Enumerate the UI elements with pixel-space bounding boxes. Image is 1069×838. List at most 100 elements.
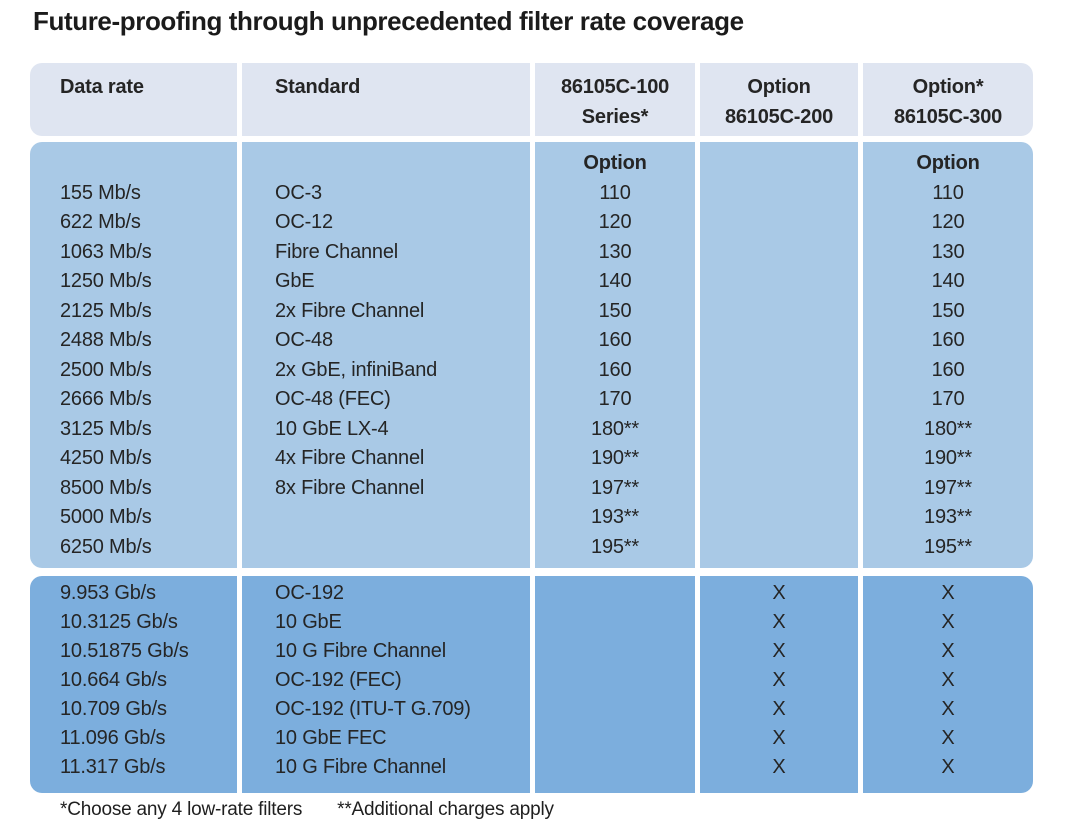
option-200-cell — [700, 326, 858, 356]
header-line: 86105C-100 — [560, 76, 670, 98]
data-rate-cell: 10.3125 Gb/s — [60, 611, 178, 633]
option-100-cell — [535, 753, 695, 782]
high-rate-col-option-100 — [535, 576, 695, 793]
standard-cell — [275, 149, 530, 179]
option-300-cell: 140 — [931, 270, 965, 292]
option-300-cell: X — [941, 698, 955, 720]
low-rate-col-standard: OC-3 OC-12 Fibre Channel GbE 2x Fibre Channe… — [242, 142, 530, 568]
option-200-cell — [700, 179, 858, 209]
low-rate-col-data-rate: 155 Mb/s 622 Mb/s 1063 Mb/s 1250 Mb/s 2125 M… — [30, 142, 237, 568]
standard-cell: 2x GbE, infiniBand — [275, 358, 438, 381]
header-data-rate: Data rate — [30, 63, 237, 136]
option-100-cell: 130 — [598, 240, 632, 263]
option-200-cell: X — [772, 669, 786, 691]
footnotes: *Choose any 4 low-rate filters **Addition… — [60, 799, 554, 821]
option-300-cell: 150 — [931, 299, 965, 322]
header-line: 86105C-200 — [724, 106, 834, 128]
option-300-cell: 197** — [924, 476, 972, 499]
option-200-cell — [700, 474, 858, 504]
option-200-cell — [700, 444, 858, 474]
standard-cell: GbE — [275, 270, 315, 292]
option-100-cell: 110 — [599, 181, 631, 204]
header-86105c-200: Option 86105C-200 — [700, 63, 858, 136]
option-300-cell: X — [941, 582, 955, 604]
data-rate-cell: 9.953 Gb/s — [60, 582, 156, 604]
filter-rate-table: Data rate Standard 86105C-100 Series* Op… — [30, 63, 1033, 793]
data-rate-cell: 1250 Mb/s — [60, 270, 152, 292]
standard-cell: 10 GbE — [275, 611, 342, 633]
option-200-cell — [700, 238, 858, 268]
footnote-choose-filters: *Choose any 4 low-rate filters — [60, 799, 303, 820]
option-200-cell — [700, 385, 858, 415]
low-rate-section: 155 Mb/s 622 Mb/s 1063 Mb/s 1250 Mb/s 2125 M… — [30, 142, 1033, 568]
option-300-cell: 160 — [931, 329, 965, 351]
low-rate-col-option-300: Option 110 120 130 140 150 160 160 170 180** 190**… — [863, 142, 1033, 568]
data-rate-cell: 2488 Mb/s — [60, 329, 152, 351]
option-200-cell — [700, 356, 858, 386]
header-line: Data rate — [60, 76, 144, 98]
page-title: Future-proofing through unprecedented fi… — [33, 6, 744, 36]
standard-cell: 8x Fibre Channel — [275, 476, 425, 499]
standard-cell: OC-192 (FEC) — [275, 669, 402, 691]
data-rate-cell: 11.096 Gb/s — [60, 727, 166, 749]
option-100-cell: 193** — [591, 506, 639, 528]
option-100-cell — [535, 695, 695, 724]
data-rate-cell: 11.317 Gb/s — [60, 756, 166, 778]
data-rate-cell: 4250 Mb/s — [60, 447, 152, 469]
data-rate-cell — [60, 149, 237, 179]
data-rate-cell: 1063 Mb/s — [60, 240, 152, 263]
option-100-cell — [535, 666, 695, 695]
data-rate-cell: 155 Mb/s — [60, 181, 141, 204]
standard-cell — [275, 503, 530, 533]
option-300-cell: 195** — [924, 535, 972, 558]
standard-cell: Fibre Channel — [275, 240, 399, 263]
standard-cell: OC-12 — [275, 211, 333, 233]
standard-cell: 10 G Fibre Channel — [275, 640, 446, 662]
data-rate-cell: 2500 Mb/s — [60, 358, 152, 381]
standard-cell: OC-192 (ITU-T G.709) — [275, 698, 471, 720]
option-200-cell — [700, 208, 858, 238]
option-200-cell — [700, 533, 858, 563]
option-300-cell: 160 — [931, 358, 965, 381]
option-300-cell: X — [941, 727, 955, 749]
option-300-cell: 120 — [931, 211, 965, 233]
option-100-cell: 180** — [591, 417, 639, 440]
high-rate-section: 9.953 Gb/s 10.3125 Gb/s 10.51875 Gb/s 10.66… — [30, 576, 1033, 793]
standard-cell: 4x Fibre Channel — [275, 447, 425, 469]
option-200-cell: X — [772, 698, 786, 720]
option-100-cell: 170 — [598, 388, 632, 410]
option-100-cell: 160 — [598, 358, 632, 381]
option-100-cell — [535, 637, 695, 666]
data-rate-cell: 622 Mb/s — [60, 211, 141, 233]
option-300-cell: X — [941, 640, 955, 662]
standard-cell: OC-48 (FEC) — [275, 388, 391, 410]
option-300-cell: 110 — [932, 181, 964, 204]
option-300-cell: X — [941, 756, 955, 778]
option-200-cell: X — [772, 611, 786, 633]
standard-cell: OC-48 — [275, 329, 333, 351]
low-rate-col-option-100: Option 110 120 130 140 150 160 160 170 180** 190**… — [535, 142, 695, 568]
data-rate-cell: 10.709 Gb/s — [60, 698, 167, 720]
standard-cell: 10 G Fibre Channel — [275, 756, 446, 778]
footnote-additional-charges: **Additional charges apply — [337, 799, 554, 820]
option-200-cell — [700, 503, 858, 533]
option-200-cell — [700, 415, 858, 445]
option-300-cell: 170 — [931, 388, 965, 410]
data-rate-cell: 8500 Mb/s — [60, 476, 152, 499]
header-line: 86105C-300 — [893, 106, 1003, 128]
standard-cell: OC-3 — [275, 181, 322, 204]
option-200-cell — [700, 149, 858, 179]
option-200-cell: X — [772, 756, 786, 778]
header-line: Series* — [581, 106, 649, 128]
standard-cell: 10 GbE LX-4 — [275, 417, 389, 440]
standard-cell: 10 GbE FEC — [275, 727, 387, 749]
option-300-cell: 180** — [924, 417, 972, 440]
option-300-cell: 190** — [924, 447, 972, 469]
high-rate-col-data-rate: 9.953 Gb/s 10.3125 Gb/s 10.51875 Gb/s 10.66… — [30, 576, 237, 793]
option-300-cell: 193** — [924, 506, 972, 528]
option-100-cell — [535, 608, 695, 637]
option-100-cell: 190** — [591, 447, 639, 469]
option-200-cell — [700, 267, 858, 297]
